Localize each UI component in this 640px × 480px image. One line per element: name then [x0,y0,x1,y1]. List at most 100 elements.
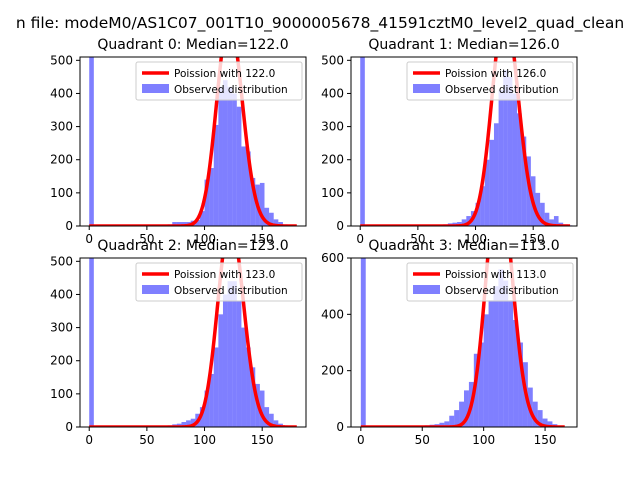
histogram-bar [273,420,279,427]
histogram-bar [181,422,187,427]
histogram-bar [176,222,182,226]
histogram-bar [222,294,228,427]
x-tick-label: 0 [357,433,365,447]
histogram-bar [273,219,279,226]
histogram-bar [464,390,469,427]
histogram-bar [218,314,223,427]
y-tick-label: 600 [321,251,344,265]
histogram-bar [493,286,499,427]
x-tick-label: 100 [193,433,216,447]
histogram-bar [475,202,481,226]
histogram-bar [473,353,479,427]
histogram-bar [360,57,365,226]
histogram-bar [269,212,274,226]
histogram-bar [454,410,460,427]
y-tick-label: 300 [50,120,73,134]
histogram-bar [483,314,489,427]
legend-hist-swatch [413,84,440,93]
histogram-bar [517,113,522,226]
legend-hist-swatch [142,285,169,294]
subplot-quadrant-2: Quadrant 2: Median=123.0 0 50 100 150 0 100 200… [50,238,307,447]
y-tick-label: 400 [50,86,73,100]
histogram-bar [526,156,531,226]
histogram-bar [535,192,541,226]
histogram-bar [540,202,545,226]
subplot-grid: Quadrant 0: Median=122.0 0 50 100 150 0 100 200… [50,37,578,447]
histogram-bar [227,281,233,427]
y-tick-label: 0 [65,219,73,233]
subplot-quadrant-0: Quadrant 0: Median=122.0 0 50 100 150 0 100 200… [50,37,307,246]
histogram-bar [246,347,251,427]
histogram-bar [484,159,490,226]
histogram-bar [457,222,462,226]
histogram-bar [89,258,94,427]
x-tick-label: 150 [251,433,274,447]
histogram-bar [449,415,455,427]
histogram-bar [513,319,519,427]
histogram-bar [204,179,210,226]
legend-fit-label: Poission with 126.0 [445,68,546,80]
histogram-bar [537,410,543,427]
legend-fit-label: Poission with 123.0 [174,269,275,281]
legend: Poission with 122.0 Observed distribution [135,61,303,101]
histogram-bar [236,301,242,427]
histogram-bar [278,222,283,226]
legend-hist-label: Observed distribution [174,285,288,297]
figure-suptitle: n file: modeM0/AS1C07_001T10_9000005678_… [16,14,624,33]
subplot-title: Quadrant 0: Median=122.0 [97,37,288,53]
histogram-bar [269,413,274,427]
y-tick-label: 0 [336,219,344,233]
histogram-bars [360,57,573,226]
histogram-bar [461,219,467,226]
histogram-bar [218,86,223,226]
axes-frame [350,257,578,428]
histogram-bar [360,258,366,427]
poisson-fit-line [359,258,566,427]
y-tick-label: 0 [65,420,73,434]
histogram-bar [89,57,94,226]
y-tick-label: 500 [321,53,344,67]
histogram-bar [444,421,450,427]
histogram-bar [213,347,219,427]
y-tick-label: 300 [321,120,344,134]
x-tick-label: 0 [356,232,364,246]
y-tick-label: 300 [50,321,73,335]
histogram-bar [199,211,205,226]
legend-hist-swatch [142,84,169,93]
histogram-bar [259,182,265,226]
histogram-bar [259,390,265,427]
legend-hist-label: Observed distribution [174,84,288,96]
legend-hist-label: Observed distribution [445,285,559,297]
legend: Poission with 123.0 Observed distribution [135,262,303,302]
histogram-bar [532,401,538,427]
y-tick-label: 200 [50,153,73,167]
histogram-bar [503,70,508,226]
poisson-fit-line [88,57,298,226]
histogram-bar [204,390,210,427]
histogram-bar [199,407,205,427]
histogram-bar [209,168,214,226]
histogram-bar [439,422,445,427]
legend-hist-swatch [413,285,440,294]
histogram-bar [503,280,509,427]
histogram-bar [493,123,499,226]
y-tick-label: 200 [321,153,344,167]
axes-frame [79,56,307,227]
legend: Poission with 113.0 Observed distribution [406,262,574,302]
y-tick-label: 400 [321,307,344,321]
y-tick-label: 400 [50,287,73,301]
x-tick-label: 50 [410,232,425,246]
legend-box [135,61,303,101]
histogram-bar [232,281,237,427]
histogram-bar [264,407,270,427]
histogram-bar [489,139,494,226]
histogram-bar [507,76,513,226]
legend-box [406,61,574,101]
histogram-bar [498,269,504,427]
subplot-title: Quadrant 1: Median=126.0 [368,37,559,53]
y-tick-label: 400 [321,86,344,100]
axes-frame [79,257,307,428]
histogram-bar [222,80,228,226]
poisson-fit-line [359,57,572,226]
